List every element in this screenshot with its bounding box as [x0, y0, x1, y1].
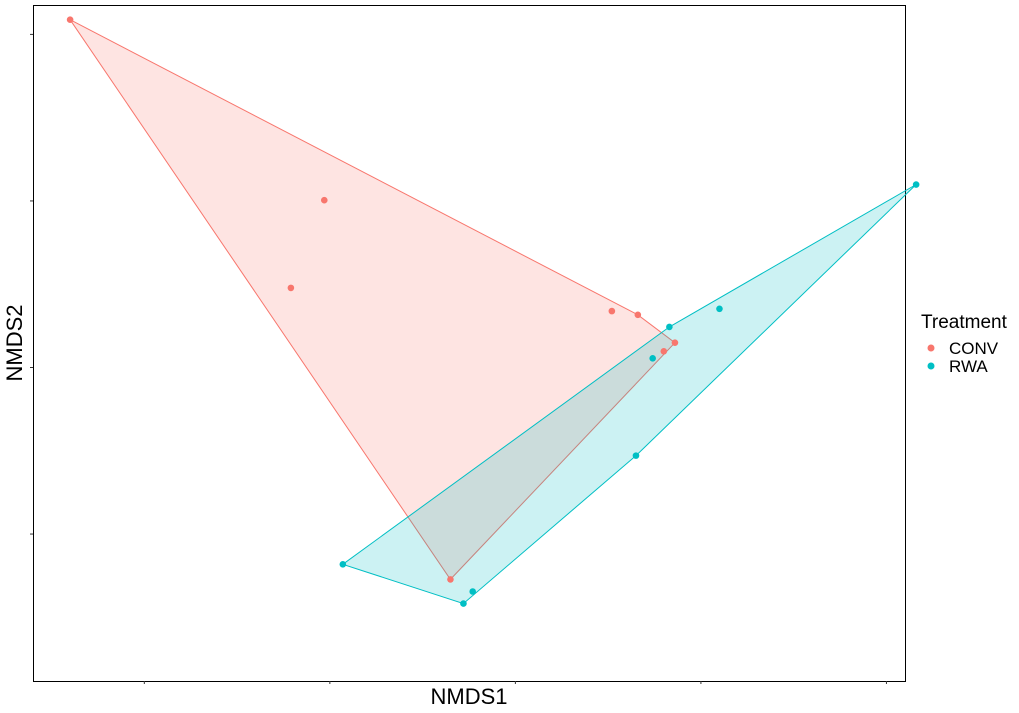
point-rwa	[666, 323, 673, 331]
plot-panel-border	[33, 5, 906, 682]
x-axis-ticks	[143, 681, 887, 684]
point-rwa	[649, 355, 656, 362]
point-conv	[634, 311, 642, 319]
point-rwa	[469, 588, 477, 595]
y-axis-ticks	[30, 33, 33, 535]
point-conv	[320, 196, 328, 204]
point-conv	[671, 339, 679, 346]
point-rwa	[632, 452, 640, 459]
point-conv	[447, 576, 454, 583]
legend-title: Treatment	[921, 312, 1008, 333]
legend-key-conv	[927, 344, 935, 352]
point-conv	[660, 347, 668, 355]
point-rwa	[716, 305, 723, 313]
legend-label-conv: CONV	[949, 339, 999, 358]
y-axis-title: NMDS2	[2, 304, 27, 381]
point-conv	[287, 284, 295, 292]
hull-rwa	[341, 184, 917, 605]
legend-label-rwa: RWA	[949, 357, 988, 376]
point-conv	[608, 307, 616, 315]
point-rwa	[339, 561, 347, 568]
x-axis-title: NMDS1	[430, 684, 507, 709]
point-rwa	[460, 600, 467, 607]
hull-layer	[69, 19, 917, 605]
point-conv	[66, 16, 74, 23]
legend-key-rwa	[927, 362, 935, 370]
point-rwa	[912, 181, 920, 188]
points-layer	[66, 16, 920, 607]
